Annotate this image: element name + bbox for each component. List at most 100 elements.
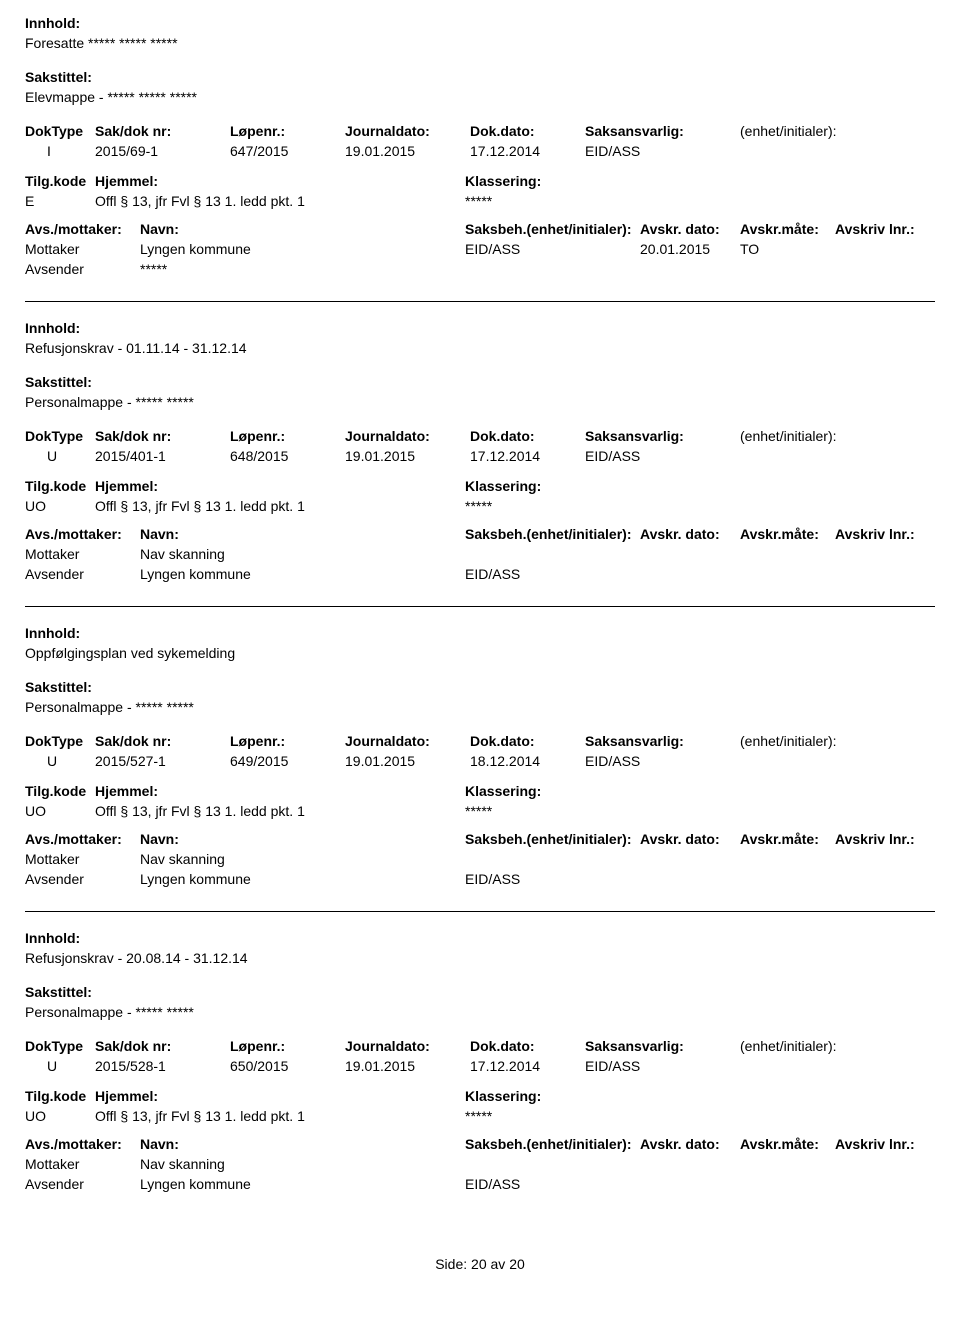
avsender-navn: ***** bbox=[140, 261, 465, 277]
avskrdato-header: Avskr. dato: bbox=[640, 221, 740, 237]
sakdok-value: 2015/69-1 bbox=[95, 143, 230, 159]
doktype-value: U bbox=[25, 753, 95, 769]
saksansvarlig-value: EID/ASS bbox=[585, 143, 740, 159]
sakdok-value: 2015/401-1 bbox=[95, 448, 230, 464]
innhold-value: Refusjonskrav - 20.08.14 - 31.12.14 bbox=[25, 950, 935, 966]
journaldato-value: 19.01.2015 bbox=[345, 448, 470, 464]
dokdato-header: Dok.dato: bbox=[470, 428, 585, 444]
doktype-header: DokType bbox=[25, 123, 95, 139]
navn-header: Navn: bbox=[140, 526, 465, 542]
avskrivlnr-header: Avskriv lnr.: bbox=[835, 526, 935, 542]
dokdato-header: Dok.dato: bbox=[470, 733, 585, 749]
avskrmate-header: Avskr.måte: bbox=[740, 1136, 835, 1152]
sakstittel-label: Sakstittel: bbox=[25, 984, 935, 1000]
klassering-value: ***** bbox=[465, 803, 935, 819]
mottaker-saksbeh bbox=[465, 851, 580, 867]
journaldato-header: Journaldato: bbox=[345, 428, 470, 444]
journaldato-header: Journaldato: bbox=[345, 1038, 470, 1054]
saksansvarlig-header: Saksansvarlig: bbox=[585, 733, 740, 749]
av-label: av bbox=[491, 1256, 506, 1272]
mottaker-saksbeh: EID/ASS bbox=[465, 241, 580, 257]
saksbeh-header: Saksbeh.(enhet/initialer): bbox=[465, 1136, 640, 1152]
doktype-header: DokType bbox=[25, 733, 95, 749]
hjemmel-header: Hjemmel: bbox=[95, 478, 465, 494]
hjemmel-value: Offl § 13, jfr Fvl § 13 1. ledd pkt. 1 bbox=[95, 498, 465, 514]
avskrmate-header: Avskr.måte: bbox=[740, 221, 835, 237]
hjemmel-value: Offl § 13, jfr Fvl § 13 1. ledd pkt. 1 bbox=[95, 803, 465, 819]
sakstittel-label: Sakstittel: bbox=[25, 69, 935, 85]
saksansvarlig-value: EID/ASS bbox=[585, 753, 740, 769]
lopenr-value: 650/2015 bbox=[230, 1058, 345, 1074]
tilgkode-value: UO bbox=[25, 803, 95, 819]
lopenr-header: Løpenr.: bbox=[230, 733, 345, 749]
entry-divider bbox=[25, 606, 935, 607]
navn-header: Navn: bbox=[140, 831, 465, 847]
page-total: 20 bbox=[509, 1256, 525, 1272]
mottaker-saksbeh bbox=[465, 1156, 580, 1172]
lopenr-header: Løpenr.: bbox=[230, 1038, 345, 1054]
sakdok-header: Sak/dok nr: bbox=[95, 1038, 230, 1054]
hjemmel-header: Hjemmel: bbox=[95, 1088, 465, 1104]
enhet-header: (enhet/initialer): bbox=[740, 428, 935, 444]
saksansvarlig-value: EID/ASS bbox=[585, 448, 740, 464]
lopenr-value: 649/2015 bbox=[230, 753, 345, 769]
tilgkode-header: Tilg.kode bbox=[25, 173, 95, 189]
sakstittel-label: Sakstittel: bbox=[25, 374, 935, 390]
avsender-saksbeh: EID/ASS bbox=[465, 1176, 580, 1192]
enhet-header: (enhet/initialer): bbox=[740, 123, 935, 139]
innhold-label: Innhold: bbox=[25, 320, 935, 336]
sakstittel-label: Sakstittel: bbox=[25, 679, 935, 695]
klassering-value: ***** bbox=[465, 498, 935, 514]
avsmottaker-header: Avs./mottaker: bbox=[25, 831, 140, 847]
tilgkode-value: UO bbox=[25, 498, 95, 514]
mottaker-navn: Nav skanning bbox=[140, 851, 465, 867]
sakstittel-value: Personalmappe - ***** ***** bbox=[25, 394, 935, 410]
mottaker-label: Mottaker bbox=[25, 241, 140, 257]
mottaker-navn: Lyngen kommune bbox=[140, 241, 465, 257]
avskrdato-header: Avskr. dato: bbox=[640, 1136, 740, 1152]
mottaker-navn: Nav skanning bbox=[140, 1156, 465, 1172]
journal-entry: Innhold: Refusjonskrav - 20.08.14 - 31.1… bbox=[25, 930, 935, 1206]
avskrivlnr-header: Avskriv lnr.: bbox=[835, 1136, 935, 1152]
tilgkode-value: E bbox=[25, 193, 95, 209]
dokdato-value: 17.12.2014 bbox=[470, 143, 585, 159]
avskrdato-header: Avskr. dato: bbox=[640, 831, 740, 847]
avsender-navn: Lyngen kommune bbox=[140, 871, 465, 887]
avsmottaker-header: Avs./mottaker: bbox=[25, 221, 140, 237]
klassering-header: Klassering: bbox=[465, 783, 935, 799]
avsender-navn: Lyngen kommune bbox=[140, 1176, 465, 1192]
mottaker-avskrdato: 20.01.2015 bbox=[640, 241, 740, 257]
innhold-value: Foresatte ***** ***** ***** bbox=[25, 35, 935, 51]
hjemmel-value: Offl § 13, jfr Fvl § 13 1. ledd pkt. 1 bbox=[95, 193, 465, 209]
mottaker-label: Mottaker bbox=[25, 851, 140, 867]
enhet-header: (enhet/initialer): bbox=[740, 733, 935, 749]
side-label: Side: bbox=[435, 1256, 467, 1272]
klassering-value: ***** bbox=[465, 193, 935, 209]
avsmottaker-header: Avs./mottaker: bbox=[25, 1136, 140, 1152]
avsender-label: Avsender bbox=[25, 261, 140, 277]
doktype-header: DokType bbox=[25, 1038, 95, 1054]
hjemmel-value: Offl § 13, jfr Fvl § 13 1. ledd pkt. 1 bbox=[95, 1108, 465, 1124]
page-footer: Side: 20 av 20 bbox=[25, 1256, 935, 1272]
dokdato-header: Dok.dato: bbox=[470, 1038, 585, 1054]
lopenr-value: 648/2015 bbox=[230, 448, 345, 464]
innhold-value: Refusjonskrav - 01.11.14 - 31.12.14 bbox=[25, 340, 935, 356]
mottaker-avskrmate: TO bbox=[740, 241, 835, 257]
sakstittel-value: Personalmappe - ***** ***** bbox=[25, 1004, 935, 1020]
avsender-label: Avsender bbox=[25, 566, 140, 582]
avsmottaker-header: Avs./mottaker: bbox=[25, 526, 140, 542]
tilgkode-header: Tilg.kode bbox=[25, 478, 95, 494]
klassering-header: Klassering: bbox=[465, 478, 935, 494]
doktype-value: U bbox=[25, 448, 95, 464]
journaldato-header: Journaldato: bbox=[345, 733, 470, 749]
tilgkode-header: Tilg.kode bbox=[25, 783, 95, 799]
tilgkode-value: UO bbox=[25, 1108, 95, 1124]
hjemmel-header: Hjemmel: bbox=[95, 173, 465, 189]
avsender-saksbeh: EID/ASS bbox=[465, 566, 580, 582]
saksansvarlig-header: Saksansvarlig: bbox=[585, 428, 740, 444]
avskrdato-header: Avskr. dato: bbox=[640, 526, 740, 542]
dokdato-value: 18.12.2014 bbox=[470, 753, 585, 769]
avskrivlnr-header: Avskriv lnr.: bbox=[835, 221, 935, 237]
entry-divider bbox=[25, 301, 935, 302]
saksbeh-header: Saksbeh.(enhet/initialer): bbox=[465, 221, 640, 237]
